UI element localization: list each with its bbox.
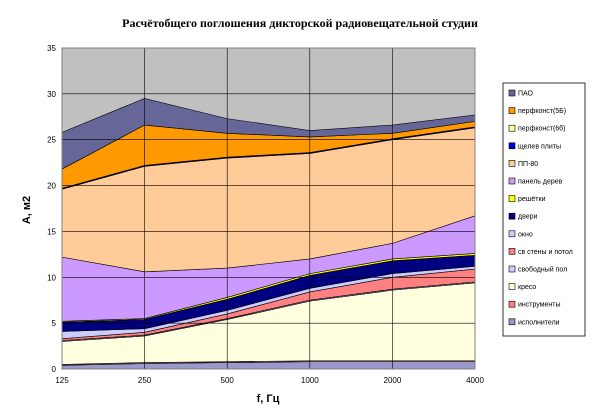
legend-label-1: ПАО xyxy=(518,91,534,98)
legend-label-9: окно xyxy=(518,231,533,238)
legend-label-6: панель дерев xyxy=(518,179,563,186)
legend-label-13: инструменты xyxy=(518,302,561,309)
legend-swatch-12 xyxy=(508,283,516,290)
legend-swatch-9 xyxy=(508,230,516,238)
legend-label-11: свободный пол xyxy=(518,266,567,274)
legend-swatch-14 xyxy=(508,318,516,326)
legend-swatch-3 xyxy=(508,124,516,132)
y-tick-label-1: 0 xyxy=(52,365,57,374)
legend-swatch-1 xyxy=(508,89,516,97)
legend: ПАО перфконст(5Б) перфконст(6б) щелев плиты… xyxy=(508,89,573,326)
legend-label-3: перфконст(6б) xyxy=(518,125,566,133)
legend-label-12: кресо xyxy=(518,284,536,291)
y-tick-label-8: 35 xyxy=(47,44,56,53)
legend-label-5: ПП-80 xyxy=(518,161,538,168)
x-tick-label-6: 4000 xyxy=(466,376,484,385)
gridlines xyxy=(62,48,475,369)
legend-label-2: перфконст(5Б) xyxy=(518,108,566,115)
legend-swatch-10 xyxy=(508,248,516,255)
x-tick-label-4: 1000 xyxy=(301,376,319,385)
legend-swatch-13 xyxy=(508,300,516,308)
y-axis: 0 5 10 15 20 25 30 35 xyxy=(47,44,56,374)
legend-swatch-7 xyxy=(508,195,516,202)
x-axis: 125 250 500 1000 2000 4000 xyxy=(55,376,484,385)
y-tick-label-7: 30 xyxy=(47,90,56,99)
chart-title: Расчётобщего поглошения дикторской радио… xyxy=(122,16,478,30)
y-axis-title: А, м2 xyxy=(21,196,33,224)
legend-box xyxy=(502,82,586,337)
legend-label-10: св стены и потол xyxy=(518,249,573,256)
legend-swatch-6 xyxy=(508,177,516,185)
legend-label-8: двери xyxy=(518,214,538,221)
y-tick-label-6: 25 xyxy=(47,136,56,145)
y-tick-label-4: 15 xyxy=(47,227,56,236)
x-axis-title: f, Гц xyxy=(257,393,280,405)
legend-swatch-2 xyxy=(508,107,516,114)
legend-label-7: решётки xyxy=(518,196,546,203)
legend-swatch-4 xyxy=(508,142,516,150)
legend-swatch-8 xyxy=(508,212,516,220)
legend-label-4: щелев плиты xyxy=(518,143,561,150)
plot-border xyxy=(61,47,476,370)
x-tick-label-3: 500 xyxy=(221,376,235,385)
x-tick-label-2: 250 xyxy=(138,376,152,385)
x-tick-label-1: 125 xyxy=(55,376,69,385)
x-tick-label-5: 2000 xyxy=(384,376,402,385)
y-tick-label-2: 5 xyxy=(52,319,57,328)
y-tick-label-5: 20 xyxy=(47,182,56,191)
legend-swatch-11 xyxy=(508,265,516,273)
legend-label-14: исполнители xyxy=(518,319,560,326)
legend-swatch-5 xyxy=(508,160,516,167)
y-tick-label-3: 10 xyxy=(47,273,56,282)
area-series-group xyxy=(61,98,476,370)
